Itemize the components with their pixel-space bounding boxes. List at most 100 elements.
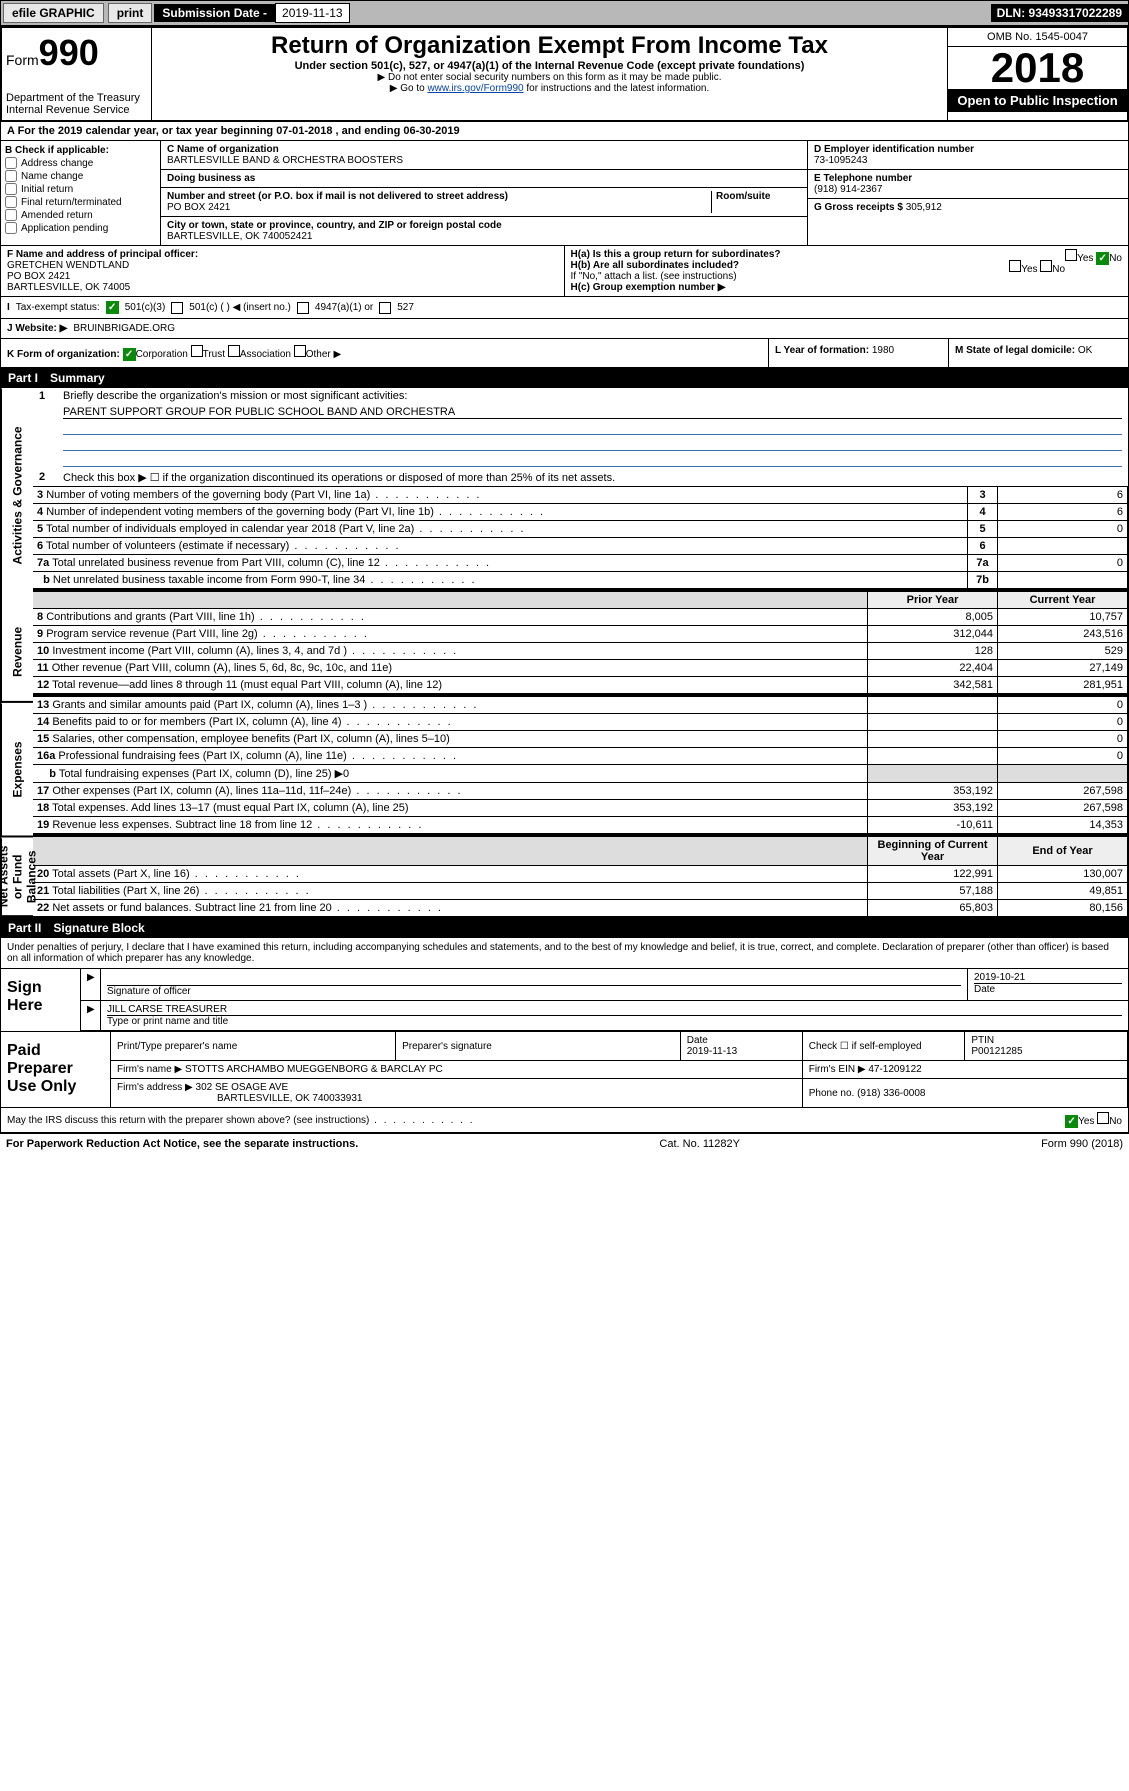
print-button[interactable]: print	[108, 3, 153, 23]
net-table: Beginning of Current YearEnd of Year 20 …	[33, 836, 1128, 917]
l8-p: 8,005	[868, 609, 998, 626]
discuss-text: May the IRS discuss this return with the…	[7, 1115, 475, 1126]
korg-label: K Form of organization:	[7, 349, 120, 360]
pra-notice: For Paperwork Reduction Act Notice, see …	[6, 1138, 358, 1150]
box-c: C Name of organization BARTLESVILLE BAND…	[161, 141, 808, 245]
status-label: Tax-exempt status:	[16, 302, 100, 313]
korg-assoc-box[interactable]	[228, 345, 240, 357]
l7a-desc: Total unrelated business revenue from Pa…	[52, 557, 491, 569]
prep-name-label: Print/Type preparer's name	[111, 1032, 396, 1061]
cb-app-pending[interactable]	[5, 222, 17, 234]
l16a-p	[868, 748, 998, 765]
l8-desc: Contributions and grants (Part VIII, lin…	[46, 611, 366, 623]
sign-here-block: Sign Here ▶ Signature of officer 2019-10…	[0, 969, 1129, 1032]
part2-header: Part II Signature Block	[0, 918, 1129, 938]
topbar: efile GRAPHIC print Submission Date - 20…	[0, 0, 1129, 26]
website-value: BRUINBRIGADE.ORG	[73, 323, 175, 334]
cb-name-change[interactable]	[5, 170, 17, 182]
yes-text: Yes	[1077, 253, 1093, 264]
l18-desc: Total expenses. Add lines 13–17 (must eq…	[52, 802, 408, 814]
l14-desc: Benefits paid to or for members (Part IX…	[52, 716, 452, 728]
l12-c: 281,951	[998, 677, 1128, 694]
dba-label: Doing business as	[167, 173, 801, 184]
discuss-no-box[interactable]	[1097, 1112, 1109, 1124]
efile-button[interactable]: efile GRAPHIC	[3, 3, 104, 23]
perjury-statement: Under penalties of perjury, I declare th…	[0, 938, 1129, 969]
status-501c: 501(c) ( ) ◀ (insert no.)	[189, 302, 291, 313]
website-label: J Website: ▶	[7, 323, 67, 334]
l20-p: 122,991	[868, 866, 998, 883]
l16b-desc: Total fundraising expenses (Part IX, col…	[59, 768, 349, 780]
l12-p: 342,581	[868, 677, 998, 694]
l11-desc: Other revenue (Part VIII, column (A), li…	[52, 662, 392, 674]
cb-amended[interactable]	[5, 209, 17, 221]
self-employed-label: Check ☐ if self-employed	[802, 1032, 965, 1061]
hb-no-box[interactable]	[1040, 260, 1052, 272]
status-527-box[interactable]	[379, 302, 391, 314]
l13-p	[868, 697, 998, 714]
l14-p	[868, 714, 998, 731]
l14-c: 0	[998, 714, 1128, 731]
officer-addr2: BARTLESVILLE, OK 74005	[7, 282, 130, 293]
part2-num: Part II	[8, 921, 41, 935]
part1-num: Part I	[8, 371, 38, 385]
l22-desc: Net assets or fund balances. Subtract li…	[52, 902, 443, 914]
dln-label: DLN: 93493317022289	[991, 4, 1128, 22]
l17-p: 353,192	[868, 783, 998, 800]
col-curr: Current Year	[998, 592, 1128, 609]
l22-c: 80,156	[998, 900, 1128, 917]
governance-section: 1Briefly describe the organization's mis…	[33, 388, 1128, 591]
summary-body: Activities & Governance Revenue Expenses…	[0, 388, 1129, 918]
cb-address-change-lbl: Address change	[21, 158, 93, 169]
l21-c: 49,851	[998, 883, 1128, 900]
status-501c-box[interactable]	[171, 302, 183, 314]
l18-c: 267,598	[998, 800, 1128, 817]
form-title: Return of Organization Exempt From Incom…	[156, 32, 943, 60]
phone-label: E Telephone number	[814, 173, 912, 184]
korg-trust: Trust	[203, 349, 225, 360]
l4-val: 6	[998, 504, 1128, 521]
l9-desc: Program service revenue (Part VIII, line…	[46, 628, 369, 640]
discuss-no: No	[1109, 1116, 1122, 1127]
firm-name: STOTTS ARCHAMBO MUEGGENBORG & BARCLAY PC	[185, 1064, 443, 1075]
paid-preparer-label: Paid Preparer Use Only	[1, 1032, 111, 1107]
q1-text: Briefly describe the organization's miss…	[63, 390, 1122, 402]
expenses-section: 13 Grants and similar amounts paid (Part…	[33, 696, 1128, 836]
l16a-desc: Professional fundraising fees (Part IX, …	[58, 750, 458, 762]
l6-desc: Total number of volunteers (estimate if …	[46, 540, 401, 552]
korg-trust-box[interactable]	[191, 345, 203, 357]
cb-initial-return-lbl: Initial return	[21, 184, 73, 195]
part1-header: Part I Summary	[0, 368, 1129, 388]
ha-yes-box[interactable]	[1065, 249, 1077, 261]
sig-name-title: JILL CARSE TREASURER	[107, 1004, 1122, 1016]
ein-value: 73-1095243	[814, 155, 867, 166]
officer-group-block: F Name and address of principal officer:…	[0, 246, 1129, 297]
l20-c: 130,007	[998, 866, 1128, 883]
status-4947-box[interactable]	[297, 302, 309, 314]
l13-c: 0	[998, 697, 1128, 714]
yes-text-2: Yes	[1021, 264, 1037, 275]
footer-row: For Paperwork Reduction Act Notice, see …	[0, 1133, 1129, 1154]
cb-final-return-lbl: Final return/terminated	[21, 197, 122, 208]
irs-link[interactable]: www.irs.gov/Form990	[427, 83, 523, 94]
gross-receipts-value: 305,912	[906, 202, 942, 213]
cb-address-change[interactable]	[5, 157, 17, 169]
cb-initial-return[interactable]	[5, 183, 17, 195]
firm-name-label: Firm's name ▶	[117, 1064, 182, 1075]
sig-date-label: Date	[974, 984, 995, 995]
cb-final-return[interactable]	[5, 196, 17, 208]
l11-p: 22,404	[868, 660, 998, 677]
gross-receipts-label: G Gross receipts $	[814, 202, 906, 213]
vlabel-governance: Activities & Governance	[1, 388, 33, 603]
q1-answer: PARENT SUPPORT GROUP FOR PUBLIC SCHOOL B…	[63, 406, 1122, 419]
goto-post: for instructions and the latest informat…	[524, 83, 710, 94]
l9-c: 243,516	[998, 626, 1128, 643]
form-word: Form	[6, 52, 39, 68]
form-number: 990	[39, 32, 99, 73]
hb-yes-box[interactable]	[1009, 260, 1021, 272]
korg-other-box[interactable]	[294, 345, 306, 357]
street-address: PO BOX 2421	[167, 202, 230, 213]
status-501c3-checked-icon: ✓	[106, 301, 119, 314]
l15-desc: Salaries, other compensation, employee b…	[52, 733, 449, 745]
box-b-label: B Check if applicable:	[5, 145, 156, 156]
